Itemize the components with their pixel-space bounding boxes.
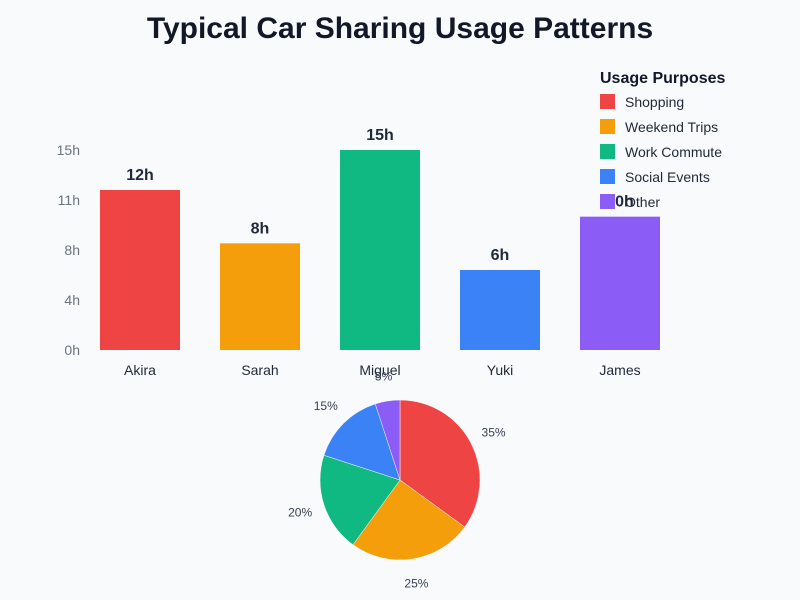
legend-label: Weekend Trips xyxy=(625,118,719,135)
pie-slice-weekend-trips xyxy=(352,479,466,561)
pie-percent-label: 20% xyxy=(288,505,312,519)
bar-value-label: 6h xyxy=(491,247,510,264)
bar-value-label: 8h xyxy=(251,220,270,237)
legend-title: Usage Purposes xyxy=(600,70,726,87)
bar-miguel xyxy=(340,150,420,350)
legend-item-other: Other xyxy=(600,189,725,214)
bar-sarah xyxy=(220,243,300,350)
bar-akira xyxy=(100,190,180,350)
pie-percent-label: 25% xyxy=(404,577,428,591)
pie-percent-label: 15% xyxy=(314,399,338,413)
bar-james xyxy=(580,216,660,350)
x-tick-label: Yuki xyxy=(487,362,513,378)
y-tick-label: 4h xyxy=(64,292,80,308)
y-axis: 0h 4h 8h 11h 15h xyxy=(57,142,80,358)
pie-chart: 35% 25% 20% 15% 5% xyxy=(288,369,506,590)
y-tick-label: 15h xyxy=(57,142,80,158)
legend-swatch xyxy=(600,119,615,134)
pie-slice-shopping xyxy=(399,399,481,528)
legend-item-social-events: Social Events xyxy=(600,164,725,189)
bar-yuki xyxy=(460,270,540,350)
legend-label: Social Events xyxy=(625,168,710,185)
legend-label: Work Commute xyxy=(625,143,722,160)
x-tick-label: Miguel xyxy=(359,362,400,378)
legend-item-shopping: Shopping xyxy=(600,89,725,114)
legend-swatch xyxy=(600,169,615,184)
legend-label: Other xyxy=(625,193,661,210)
pie-percent-label: 35% xyxy=(482,425,506,439)
pie-slice-social-events xyxy=(323,403,401,481)
legend-item-weekend-trips: Weekend Trips xyxy=(600,114,725,139)
pie-slice-other xyxy=(374,399,401,481)
x-tick-label: Sarah xyxy=(241,362,278,378)
x-tick-label: Akira xyxy=(124,362,156,378)
y-tick-label: 8h xyxy=(64,242,80,258)
bar-value-label: 12h xyxy=(126,167,154,184)
legend-swatch xyxy=(600,144,615,159)
legend-label: Shopping xyxy=(625,93,685,110)
y-tick-label: 11h xyxy=(58,192,80,208)
chart-title: Typical Car Sharing Usage Patterns xyxy=(146,12,654,45)
legend-swatch xyxy=(600,94,615,109)
legend-swatch xyxy=(600,194,615,209)
y-tick-label: 0h xyxy=(64,342,80,358)
legend-item-work-commute: Work Commute xyxy=(600,139,725,164)
bar-value-label: 15h xyxy=(366,127,394,144)
legend: Usage Purposes Shopping Weekend Trips Wo… xyxy=(600,70,725,214)
x-tick-label: James xyxy=(599,362,640,378)
pie-percent-label: 5% xyxy=(375,369,393,383)
pie-slice-work-commute xyxy=(319,454,401,546)
